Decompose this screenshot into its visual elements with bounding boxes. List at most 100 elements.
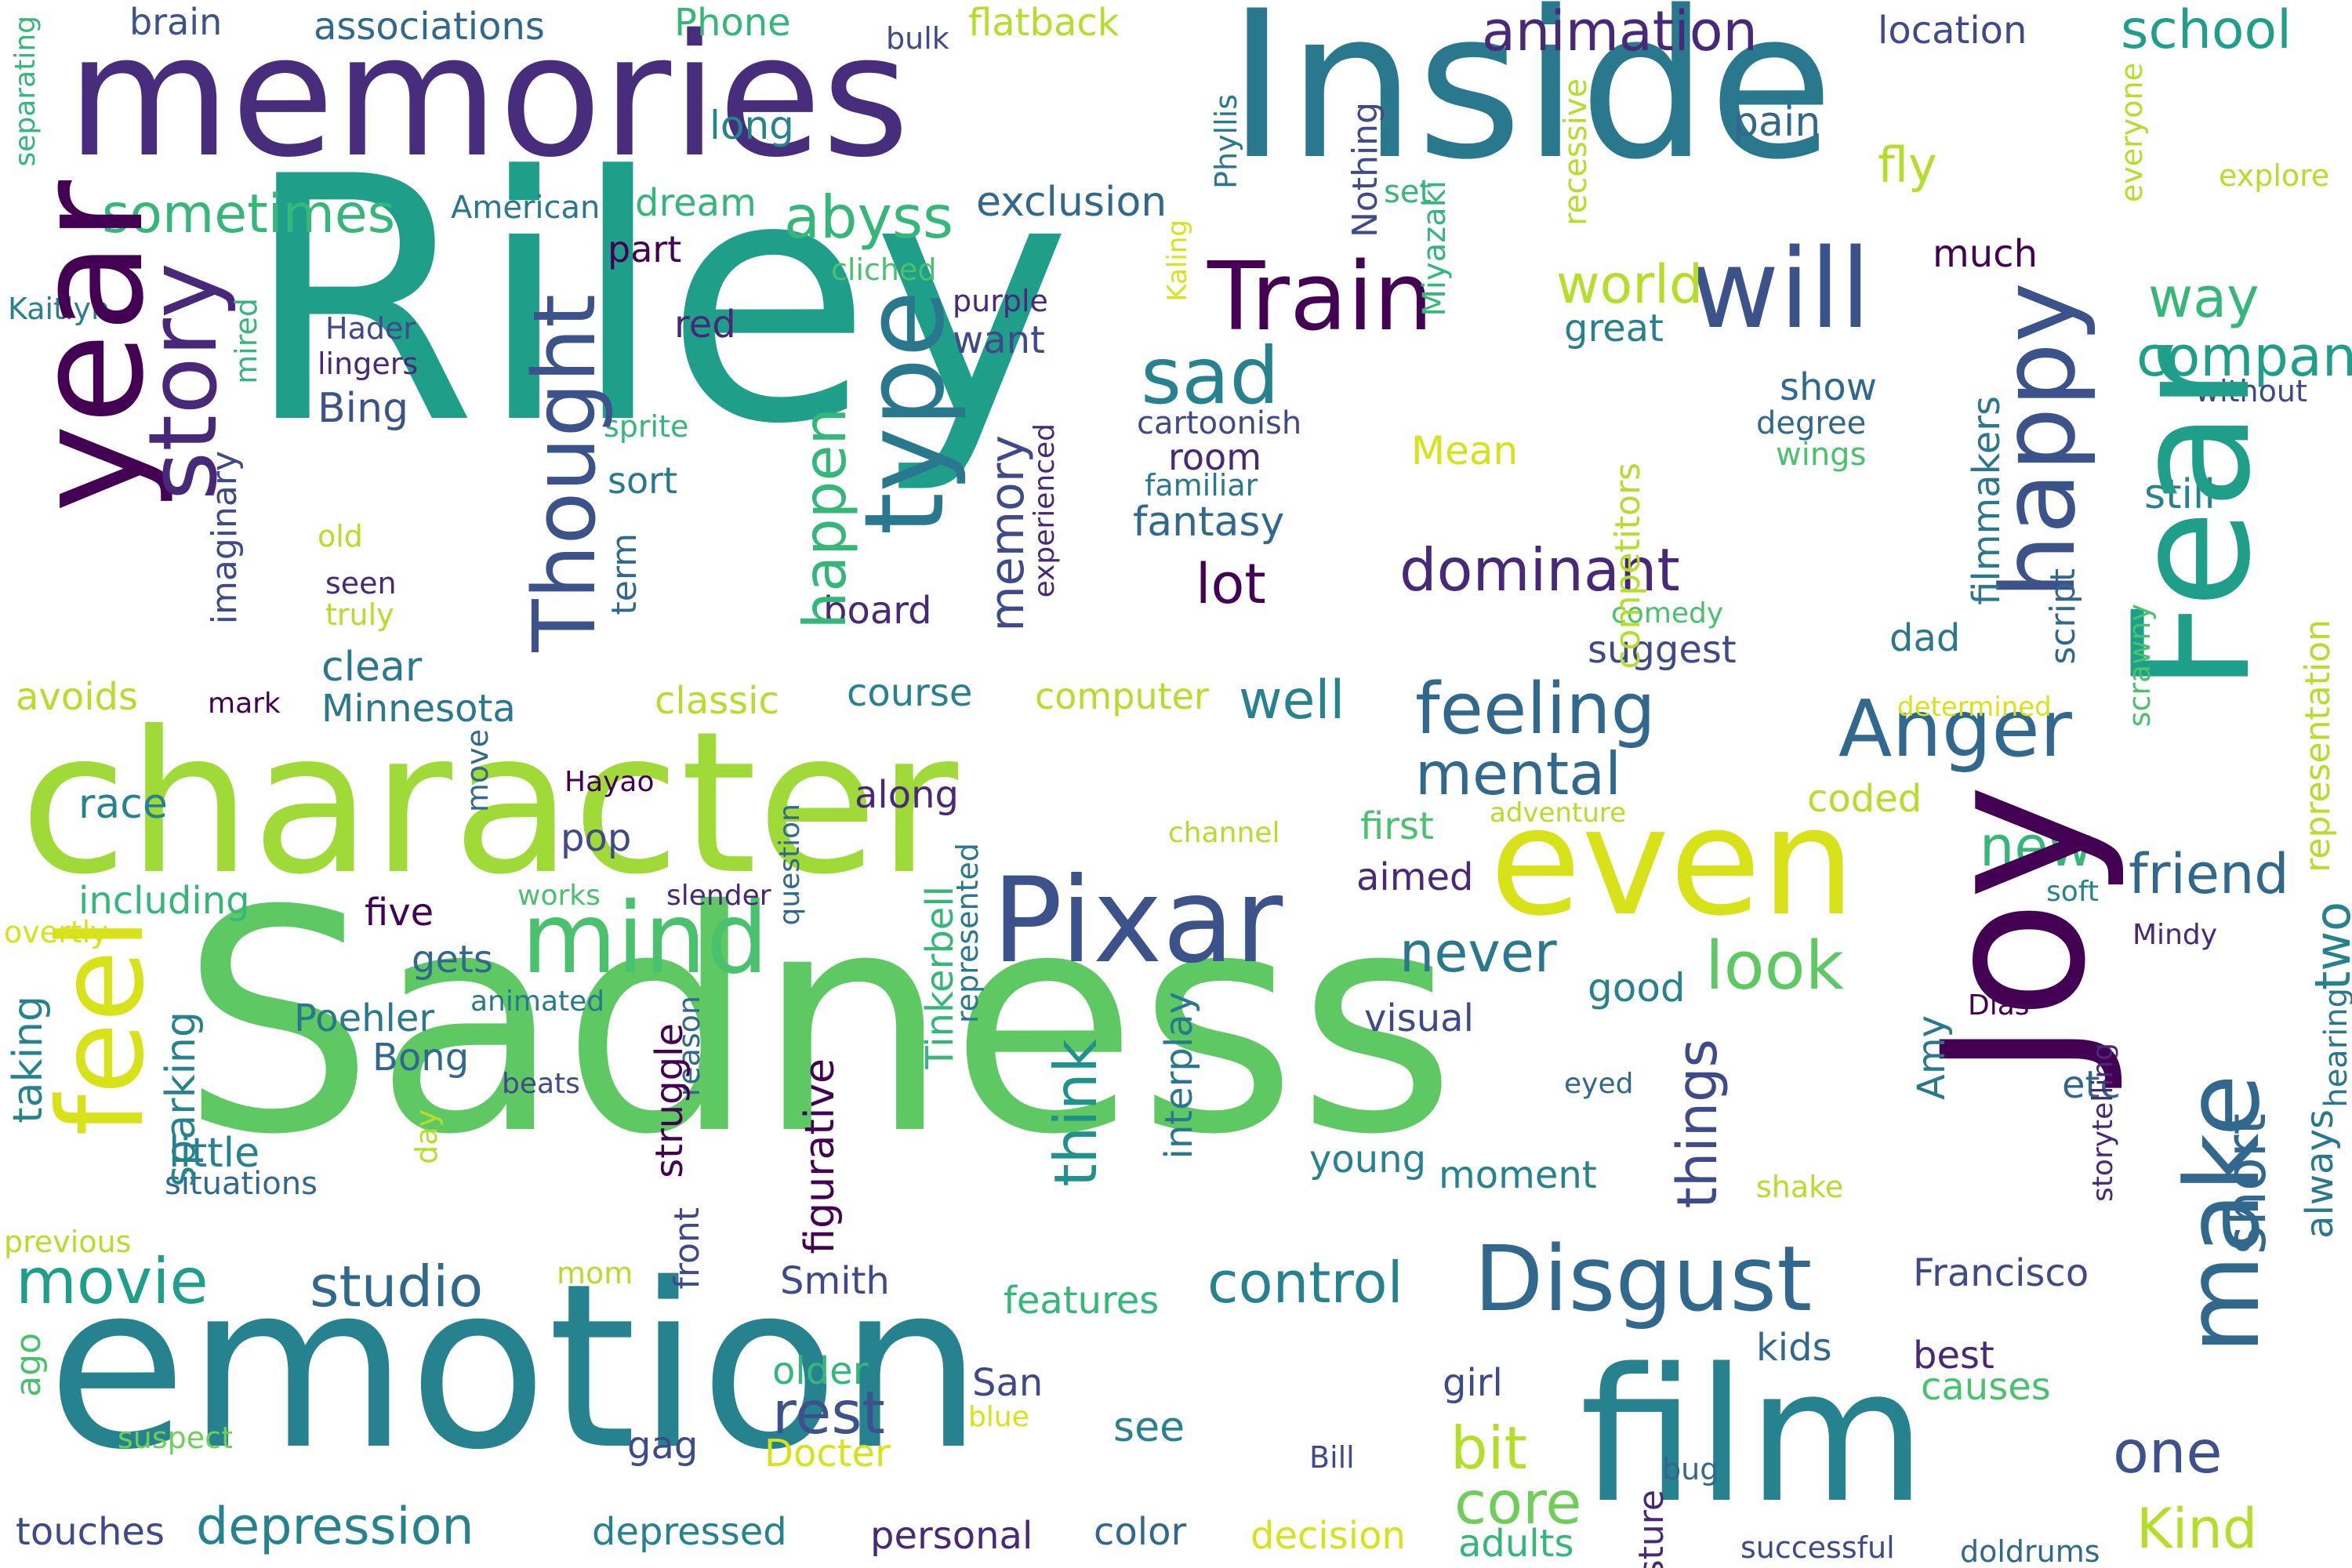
word-previous: previous [4, 1225, 132, 1259]
word-emotion: emotion [47, 1236, 983, 1500]
word-good: good [1588, 965, 1686, 1011]
word-day: front [667, 1207, 707, 1290]
word-adventure: adventure [1490, 797, 1627, 829]
word-great: competitors [1608, 463, 1648, 670]
word-mean: Mean [1411, 428, 1519, 474]
word-want: want [953, 318, 1045, 362]
word-computer: computer [1035, 675, 1209, 717]
word-see: see [1113, 1404, 1185, 1451]
word-cartoonish: cartoonish [1137, 405, 1302, 441]
word-seen: seen [325, 566, 397, 601]
word-purple: purple [953, 284, 1048, 318]
word-pop: pop [561, 816, 632, 860]
word-touches: touches [16, 1510, 165, 1554]
word-dream: dream [635, 181, 757, 225]
word-doldrums: doldrums [1960, 1534, 2100, 1568]
word-friend: short [2214, 1113, 2278, 1254]
word-company: two [2304, 902, 2352, 990]
word-experienced: experienced [1029, 423, 1061, 598]
word-kaling: Kaling [1162, 220, 1193, 302]
word-storytelling: hearing [2318, 988, 2352, 1108]
word-sometimes: sometimes [102, 183, 396, 245]
word-bong: Bong [372, 1036, 470, 1080]
word-etc: etc [2062, 1063, 2121, 1107]
word-bulk: bulk [886, 21, 949, 56]
word-mind: mind [521, 882, 769, 996]
word-first: first [1360, 804, 1434, 848]
word-sadness: Sadness [180, 845, 1457, 1201]
word-color: color [1094, 1510, 1187, 1554]
word-long: long [710, 103, 794, 148]
word-moment: moment [1439, 1153, 1597, 1197]
word-character: character [20, 689, 959, 917]
word-gag: gag [627, 1424, 699, 1468]
word-memories: memories [67, 0, 910, 194]
word-explore: explore [2219, 158, 2330, 193]
word-type: type [841, 290, 969, 535]
word-aimed: aimed [1356, 855, 1474, 899]
word-flatback: flatback [968, 1, 1120, 45]
word-look: look [1705, 927, 1844, 1005]
word-francisco: Francisco [1913, 1251, 2089, 1295]
word-red: red [674, 303, 736, 347]
word-sort: sort [608, 459, 678, 502]
word-part: part [608, 228, 682, 270]
word-mired: mired [229, 298, 263, 384]
word-movie: movie [16, 1245, 209, 1318]
word-pixar: Pixar [992, 853, 1283, 989]
word-eyed: eyed [1564, 1068, 1634, 1100]
word-classic: classic [655, 679, 779, 723]
word-lot: lot [1196, 552, 1266, 616]
word-causes: causes [1921, 1365, 2051, 1409]
word-suggest: suggest [1588, 628, 1737, 672]
word-gets: gets [412, 938, 493, 982]
word-miyazaki: Miyazaki [1417, 180, 1453, 317]
word-clear: clear [321, 644, 423, 691]
word-features: features [1004, 1279, 1160, 1323]
word-older: older [772, 1349, 869, 1393]
word-feel: feel [34, 917, 170, 1137]
word-phone: Phone [674, 1, 791, 45]
word-board: board [823, 589, 932, 633]
word-feeling: feeling [1415, 668, 1656, 750]
word-girl: girl [1443, 1361, 1503, 1405]
word-fantasy: fantasy [1133, 499, 1285, 546]
word-kind: Kind [2136, 1497, 2258, 1561]
word-dominant: dominant [1399, 535, 1680, 604]
word-young: young [1309, 1138, 1427, 1181]
word-docter: Docter [764, 1432, 891, 1475]
word-way: friend [2129, 842, 2289, 906]
word-hayao: Hayao [564, 766, 655, 798]
word-studio: studio [310, 1254, 484, 1319]
word-reason: struggle [648, 1023, 691, 1178]
word-including: including [78, 879, 250, 923]
word-poehler: Poehler [294, 996, 435, 1040]
word-two: world [1556, 254, 1704, 316]
word-bit: bit [1450, 1414, 1527, 1483]
word-little: little [169, 1130, 260, 1177]
word-struggle: taking [5, 996, 52, 1123]
word-world: company [2136, 325, 2352, 389]
word-beats: beats [502, 1068, 580, 1100]
word-always: ago [9, 1333, 49, 1397]
word-new: new [1980, 815, 2093, 879]
word-school: school [2121, 0, 2292, 61]
word-term: term [604, 533, 644, 615]
word-anger: Anger [1838, 683, 2072, 775]
word-comedy: comedy [1611, 597, 1724, 630]
word-truly: truly [325, 597, 394, 632]
word-animation: animation [1482, 0, 1758, 64]
word-happen: happen [790, 408, 859, 630]
word-dias: Dias [1968, 989, 2030, 1022]
word-filmmakers: filmmakers [1965, 396, 2009, 605]
word-depressed: depressed [592, 1510, 787, 1554]
word-bill: Bill [1309, 1440, 1355, 1475]
word-ago: posture [1632, 1490, 1671, 1568]
word-pain: pain [1733, 99, 1821, 146]
word-hearing: always [2298, 1109, 2342, 1239]
word-familiar: familiar [1145, 468, 1258, 503]
word-everyone: everyone [2114, 63, 2149, 203]
word-never: never [1399, 920, 1557, 985]
word-separating: separating [9, 16, 42, 167]
